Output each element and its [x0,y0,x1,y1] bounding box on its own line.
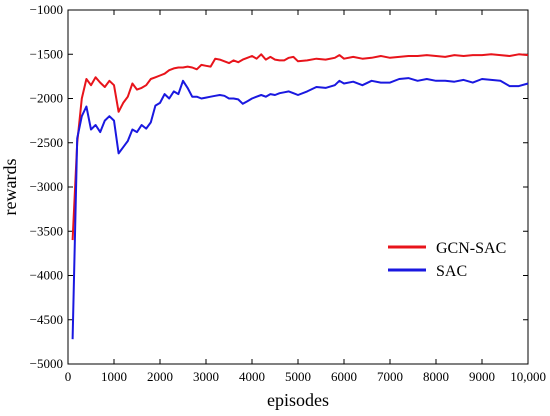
x-axis-title: episodes [267,390,329,410]
y-axis-title: rewards [0,159,20,216]
x-tick-label: 5000 [285,369,311,384]
y-tick-label: −5000 [30,356,63,371]
x-tick-label: 10,000 [510,369,546,384]
y-tick-label: −3000 [30,179,63,194]
x-tick-label: 6000 [331,369,357,384]
y-tick-label: −2000 [30,91,63,106]
legend-label-gcn-sac: GCN-SAC [436,240,506,257]
x-tick-label: 0 [65,369,72,384]
x-tick-label: 8000 [423,369,449,384]
series-layer [71,53,529,340]
x-tick-label: 7000 [377,369,403,384]
y-tick-label: −2500 [30,135,63,150]
y-axis: −5000 −4500 −4000 −3500 −3000 −2500 −2000 −1500… [30,2,528,371]
series-line-gcn-sac [71,53,529,241]
y-tick-label: −3500 [30,223,63,238]
x-tick-label: 3000 [193,369,219,384]
y-tick-label: −1500 [30,46,63,61]
x-tick-label: 2000 [147,369,173,384]
y-tick-label: −1000 [30,2,63,17]
legend: GCN-SAC SAC [388,240,506,280]
y-tick-label: −4000 [30,268,63,283]
x-axis: 0 1000 2000 3000 4000 5000 6000 7000 8000 9000 10,… [65,10,546,384]
plot-area-frame [67,9,529,365]
x-tick-label: 9000 [469,369,495,384]
y-tick-label: −4500 [30,312,63,327]
legend-label-sac: SAC [436,263,467,280]
x-tick-label: 1000 [101,369,127,384]
series-line-sac [71,77,529,340]
x-tick-label: 4000 [239,369,265,384]
